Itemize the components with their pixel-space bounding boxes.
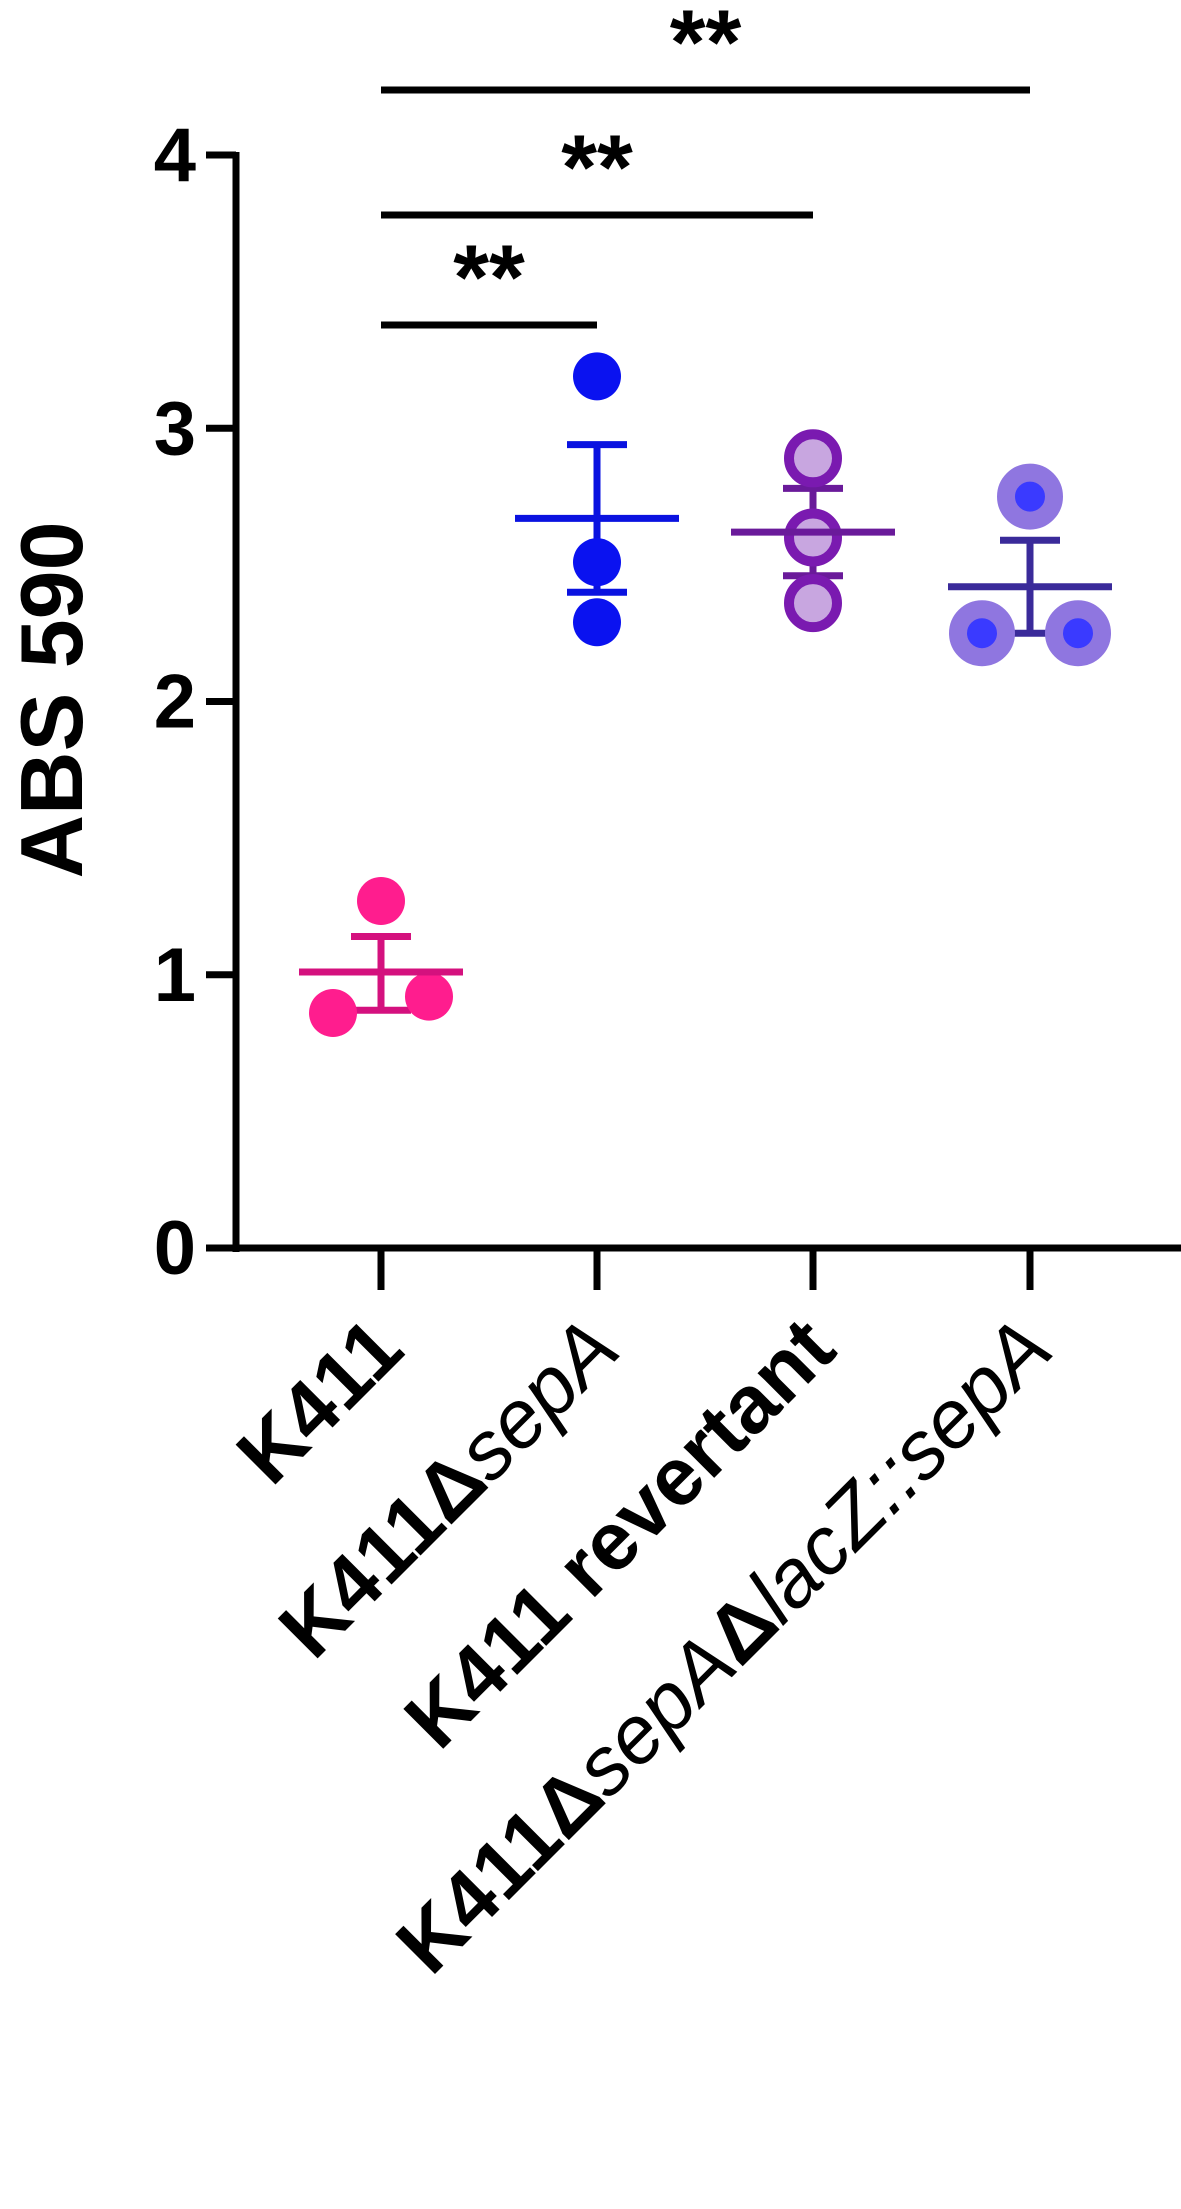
series-3 xyxy=(731,429,895,633)
y-tick-label: 4 xyxy=(154,113,196,198)
data-point xyxy=(784,508,842,567)
data-point xyxy=(1045,600,1111,667)
data-point xyxy=(573,352,621,401)
data-point xyxy=(997,463,1063,530)
series-2 xyxy=(515,352,679,647)
series-group xyxy=(299,352,1112,1038)
y-axis-label: ABS 590 xyxy=(2,521,101,878)
data-point xyxy=(784,429,842,488)
significance-label: ** xyxy=(670,0,742,94)
data-point xyxy=(573,598,621,647)
significance-label: ** xyxy=(453,227,525,329)
x-tick-label: K411 xyxy=(220,1301,420,1501)
y-tick-label: 1 xyxy=(154,933,196,1018)
series-4 xyxy=(948,463,1112,667)
significance-label: ** xyxy=(561,117,633,219)
data-point xyxy=(357,876,405,925)
data-point xyxy=(949,600,1015,667)
significance-brackets: ** ** ** xyxy=(381,0,1030,329)
axes: 0 1 2 3 4 xyxy=(154,113,1181,1291)
series-1 xyxy=(299,876,463,1038)
data-point xyxy=(405,972,453,1021)
y-tick-label: 3 xyxy=(154,386,196,471)
y-tick-label: 0 xyxy=(154,1206,196,1291)
y-tick-label: 2 xyxy=(154,660,196,745)
x-tick-label-part: K411Δ xyxy=(380,1749,621,1990)
x-tick-label-part: K411 xyxy=(220,1301,420,1501)
data-point xyxy=(784,574,842,633)
data-point xyxy=(309,989,357,1038)
data-point xyxy=(573,538,621,587)
